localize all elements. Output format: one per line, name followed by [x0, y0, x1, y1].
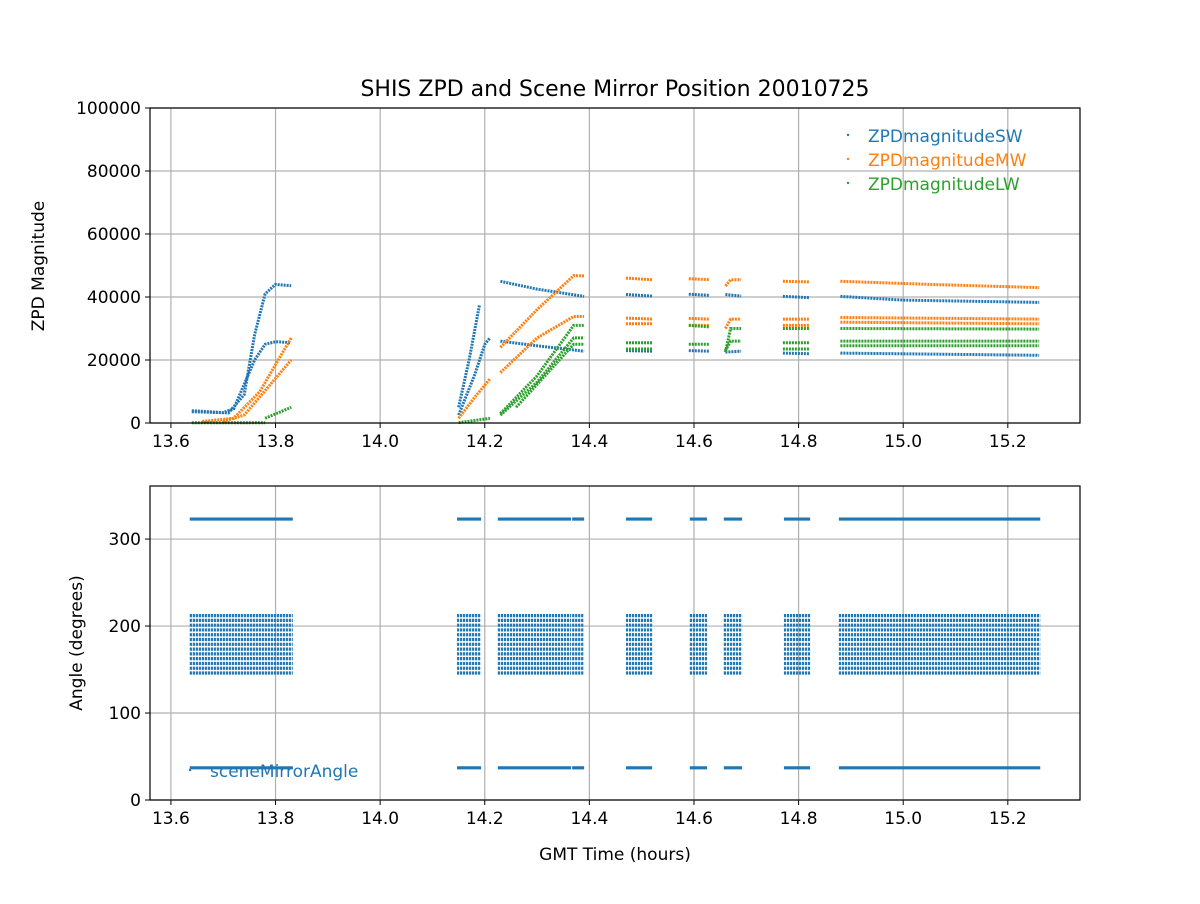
y-tick-label: 40000	[87, 288, 141, 308]
series-ZPDmagnitudeMW-points	[724, 317, 742, 330]
legend-marker-ZPDmagnitudeMW	[846, 157, 850, 161]
series-ZPDmagnitudeLW-points	[723, 327, 742, 353]
x-tick-label: 14.8	[780, 432, 818, 452]
x-tick-label: 14.8	[780, 809, 818, 829]
x-tick-label: 13.6	[152, 432, 190, 452]
series-ZPDmagnitudeMW-points	[625, 316, 653, 321]
series-ZPDmagnitudeMW-points	[222, 359, 293, 423]
y-tick-label: 0	[130, 414, 141, 434]
x-tick-label: 13.8	[257, 809, 295, 829]
series-ZPDmagnitudeMW-points	[840, 279, 1040, 290]
series-ZPDmagnitudeMW-points	[625, 276, 653, 282]
series-ZPDmagnitudeMW-points	[688, 316, 710, 321]
y-tick-label: 60000	[87, 225, 141, 245]
legend-label-sceneMirrorAngle: sceneMirrorAngle	[210, 762, 358, 782]
series-ZPDmagnitudeLW-points	[840, 327, 1040, 331]
bottom-y-axis-label: Angle (degrees)	[67, 575, 87, 710]
y-tick-label: 20000	[87, 351, 141, 371]
series-ZPDmagnitudeSW-points	[625, 349, 653, 353]
series-ZPDmagnitudeMW-points	[202, 337, 293, 423]
series-ZPDmagnitudeLW-points	[514, 342, 585, 409]
legend-marker-sceneMirrorAngle	[188, 768, 192, 772]
series-ZPDmagnitudeSW-points	[840, 294, 1040, 304]
bottom-axes-frame	[149, 485, 1081, 801]
y-tick-label: 100	[109, 704, 141, 724]
y-tick-label: 0	[130, 791, 141, 811]
y-tick-label: 300	[109, 530, 141, 550]
x-axis-label: GMT Time (hours)	[539, 845, 691, 865]
legend-marker-ZPDmagnitudeLW	[846, 181, 850, 185]
series-ZPDmagnitudeMW-points	[840, 320, 1040, 326]
top-axes-frame	[149, 107, 1081, 424]
y-tick-label: 100000	[76, 99, 141, 119]
series-ZPDmagnitudeSW-points	[840, 351, 1040, 357]
x-tick-label: 15.2	[989, 809, 1027, 829]
x-tick-label: 14.0	[361, 432, 399, 452]
series-ZPDmagnitudeSW-points	[625, 293, 653, 298]
top-axes: 13.6 13.8 14.0 14.2 14.4 14.6 14.8 15.0 15.2 0 200…	[76, 99, 1081, 452]
series-ZPDmagnitudeLW-points	[264, 405, 292, 420]
x-tick-label: 14.6	[675, 809, 713, 829]
series-ZPDmagnitudeSW-points	[782, 294, 810, 300]
series-ZPDmagnitudeSW-points	[782, 351, 810, 356]
series-ZPDmagnitudeMW-points	[782, 279, 810, 284]
series-ZPDmagnitudeMW-points	[724, 278, 742, 287]
series-ZPDmagnitudeLW-points	[499, 323, 585, 415]
series-ZPDmagnitudeSW-points	[191, 340, 292, 415]
series-ZPDmagnitudeSW-points	[191, 282, 292, 415]
series-ZPDmagnitudeLW-points	[458, 416, 491, 425]
series-ZPDmagnitudeMW-points	[499, 315, 585, 374]
x-tick-label: 14.0	[361, 809, 399, 829]
series-ZPDmagnitudeLW-points	[688, 323, 710, 329]
y-tick-label: 200	[109, 617, 141, 637]
x-tick-label: 14.6	[675, 432, 713, 452]
x-tick-label: 13.6	[152, 809, 190, 829]
x-tick-label: 13.8	[257, 432, 295, 452]
legend-label-ZPDmagnitudeMW: ZPDmagnitudeMW	[868, 151, 1027, 171]
x-tick-label: 14.2	[466, 432, 504, 452]
series-ZPDmagnitudeMW-points	[840, 316, 1040, 321]
x-tick-label: 15.0	[884, 432, 922, 452]
series-ZPDmagnitudeSW-points	[500, 279, 585, 298]
y-tick-label: 80000	[87, 162, 141, 182]
chart-title: SHIS ZPD and Scene Mirror Position 20010…	[360, 77, 869, 102]
top-y-axis-label: ZPD Magnitude	[29, 201, 49, 331]
x-tick-label: 14.4	[570, 809, 608, 829]
series-ZPDmagnitudeLW-points	[724, 339, 742, 352]
legend-label-ZPDmagnitudeLW: ZPDmagnitudeLW	[868, 175, 1020, 195]
series-ZPDmagnitudeSW-points	[500, 339, 585, 353]
series-ZPDmagnitudeMW-points	[457, 377, 492, 420]
x-tick-label: 15.0	[884, 809, 922, 829]
legend-marker-ZPDmagnitudeSW	[846, 133, 850, 137]
legend-label-ZPDmagnitudeSW: ZPDmagnitudeSW	[868, 127, 1023, 147]
x-tick-label: 15.2	[989, 432, 1027, 452]
series-ZPDmagnitudeSW-points	[457, 304, 481, 408]
series-ZPDmagnitudeSW-points	[688, 292, 710, 297]
series-ZPDmagnitudeSW-points	[725, 293, 742, 298]
series-ZPDmagnitudeSW-points	[725, 349, 742, 354]
x-tick-label: 14.2	[466, 809, 504, 829]
series-ZPDmagnitudeMW-points	[499, 274, 585, 349]
series-ZPDmagnitudeMW-points	[688, 277, 710, 282]
x-tick-label: 14.4	[570, 432, 608, 452]
series-ZPDmagnitudeSW-points	[688, 349, 710, 353]
series-ZPDmagnitudeSW-points	[457, 336, 492, 416]
series-ZPDmagnitudeLW-points	[499, 336, 585, 417]
bottom-axes: 13.6 13.8 14.0 14.2 14.4 14.6 14.8 15.0 15.2 0 100…	[109, 485, 1081, 829]
